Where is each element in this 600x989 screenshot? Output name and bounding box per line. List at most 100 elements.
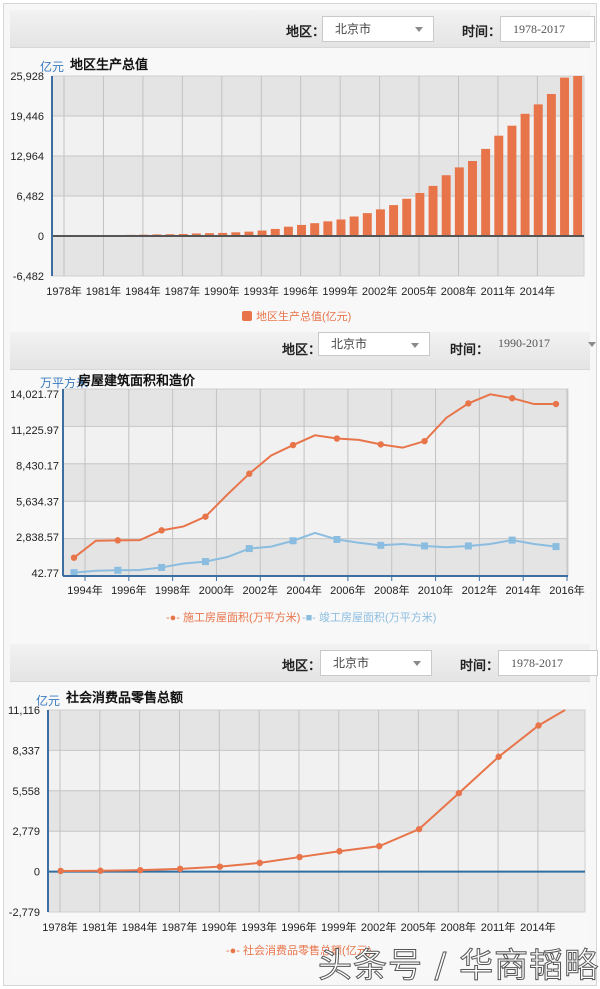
time-select[interactable]: 1990-2017 <box>486 332 596 356</box>
data-point[interactable] <box>333 435 341 442</box>
data-point[interactable] <box>246 470 253 477</box>
data-point[interactable] <box>296 853 303 861</box>
bar[interactable] <box>389 205 399 236</box>
data-point[interactable] <box>421 542 429 550</box>
bar[interactable] <box>323 221 333 236</box>
bar[interactable] <box>428 185 438 236</box>
bar[interactable] <box>297 224 307 236</box>
bar[interactable] <box>546 93 556 236</box>
x-tick-label: 1981年 <box>86 284 121 298</box>
bar[interactable] <box>573 76 583 236</box>
data-point[interactable] <box>176 865 184 873</box>
chart-legend[interactable]: 地区生产总值(亿元) <box>242 308 351 324</box>
y-tick-label: -2,779 <box>9 907 40 919</box>
time-label: 时间： <box>462 24 502 39</box>
bar[interactable] <box>494 135 504 236</box>
y-tick-label: -6,482 <box>13 271 44 283</box>
x-tick-label: 1996年 <box>283 284 318 298</box>
y-tick-label: 0 <box>38 231 44 243</box>
data-point[interactable] <box>336 848 343 855</box>
data-point[interactable] <box>495 753 502 760</box>
bar[interactable] <box>560 77 570 237</box>
bar[interactable] <box>205 233 214 236</box>
data-point[interactable] <box>377 441 384 448</box>
data-point[interactable] <box>245 545 253 553</box>
bar[interactable] <box>375 209 385 236</box>
data-point[interactable] <box>201 558 209 566</box>
legend-item-construction[interactable]: -●- 施工房屋面积(万平方米) <box>166 612 301 624</box>
region-select[interactable]: 北京市 <box>318 332 430 356</box>
bar[interactable] <box>468 161 477 236</box>
x-tick-label: 2005年 <box>401 920 436 934</box>
legend-line-icon: -■- <box>302 612 316 624</box>
data-point[interactable] <box>421 437 428 445</box>
data-point[interactable] <box>552 400 560 408</box>
data-point[interactable] <box>464 542 472 550</box>
data-point[interactable] <box>508 536 516 544</box>
time-value: 1990-2017 <box>498 336 550 350</box>
filter-toolbar <box>10 332 590 370</box>
data-point[interactable] <box>256 859 263 867</box>
bar[interactable] <box>507 125 517 236</box>
bar[interactable] <box>415 192 425 236</box>
bar[interactable] <box>402 198 412 236</box>
data-point[interactable] <box>216 863 224 870</box>
bar[interactable] <box>441 175 451 236</box>
bar[interactable] <box>533 104 543 236</box>
time-select[interactable]: 1978-2017 <box>498 650 598 676</box>
data-point[interactable] <box>552 543 560 551</box>
legend-line-icon: -●- <box>226 945 240 957</box>
x-tick-label: 2008年 <box>441 284 476 298</box>
bar[interactable] <box>349 216 359 236</box>
x-tick-label: 2011年 <box>481 284 516 298</box>
data-point[interactable] <box>158 563 166 571</box>
time-select[interactable]: 1978-2017 <box>500 16 595 42</box>
data-point[interactable] <box>289 441 297 449</box>
data-point[interactable] <box>333 535 341 543</box>
data-point[interactable] <box>289 537 297 545</box>
data-point[interactable] <box>535 722 542 729</box>
data-point[interactable] <box>70 569 78 577</box>
data-point[interactable] <box>508 394 516 402</box>
data-point[interactable] <box>114 537 122 544</box>
y-tick-label: 5,634.37 <box>16 496 59 508</box>
x-tick-label: 2002年 <box>362 284 397 298</box>
bar[interactable] <box>191 233 201 236</box>
data-point[interactable] <box>57 867 64 875</box>
grid-band <box>48 710 585 751</box>
bar[interactable] <box>520 113 530 236</box>
bar[interactable] <box>283 226 293 236</box>
region-select[interactable]: 北京市 <box>320 650 432 676</box>
data-point[interactable] <box>455 789 463 797</box>
bar[interactable] <box>231 232 241 236</box>
bar[interactable] <box>310 223 320 236</box>
bar[interactable] <box>454 167 464 236</box>
bar[interactable] <box>218 232 228 236</box>
data-point[interactable] <box>465 400 472 407</box>
x-tick-label: 2010年 <box>418 583 453 597</box>
bar[interactable] <box>362 213 372 236</box>
bar[interactable] <box>481 148 491 236</box>
data-point[interactable] <box>97 867 104 874</box>
y-tick-label: 8,337 <box>12 745 40 757</box>
chart-legend[interactable]: -●- 社会消费品零售总额(亿元) <box>226 945 372 957</box>
bar[interactable] <box>178 233 188 236</box>
data-point[interactable] <box>202 513 209 520</box>
x-tick-label: 1993年 <box>241 920 276 934</box>
bar[interactable] <box>336 219 346 236</box>
legend-line-icon: -●- <box>166 612 180 624</box>
bar[interactable] <box>257 230 267 236</box>
data-point[interactable] <box>114 566 122 574</box>
bar[interactable] <box>270 228 280 236</box>
x-tick-label: 2014年 <box>520 920 555 934</box>
region-value: 北京市 <box>333 656 370 670</box>
data-point[interactable] <box>376 842 383 850</box>
data-point[interactable] <box>70 554 78 561</box>
data-point[interactable] <box>158 527 165 534</box>
data-point[interactable] <box>415 825 423 833</box>
legend-item-completed[interactable]: -■- 竣工房屋面积(万平方米) <box>302 612 437 624</box>
region-select[interactable]: 北京市 <box>322 16 434 42</box>
data-point[interactable] <box>137 866 144 874</box>
bar[interactable] <box>244 231 254 236</box>
data-point[interactable] <box>377 541 385 549</box>
